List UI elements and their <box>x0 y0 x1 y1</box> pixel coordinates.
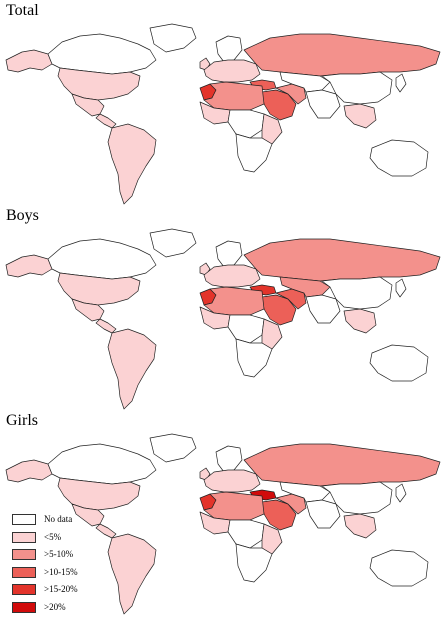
legend-label: >5-10% <box>44 549 74 559</box>
region-japan <box>395 73 407 93</box>
region-usa <box>57 477 141 511</box>
region-south-america <box>107 123 157 205</box>
region-south-asia <box>305 499 341 529</box>
region-russia <box>243 443 441 487</box>
region-canada <box>47 33 157 75</box>
legend-item: No data <box>12 512 132 530</box>
region-middle-east <box>261 499 297 531</box>
legend-label: >10-15% <box>44 566 78 577</box>
region-japan <box>395 483 407 503</box>
region-central-africa <box>227 109 265 139</box>
world-map-total <box>5 23 441 205</box>
map-panel-girls: Girls <box>0 410 447 616</box>
region-europe <box>203 59 261 83</box>
region-scandinavia <box>215 240 243 268</box>
region-canada <box>47 238 157 280</box>
region-usa <box>57 67 141 101</box>
region-greenland <box>149 228 197 258</box>
region-south-asia <box>305 294 341 324</box>
legend-swatch <box>12 514 36 525</box>
region-central-america <box>95 113 117 129</box>
legend-swatch <box>12 531 36 543</box>
region-central-africa <box>227 314 265 344</box>
region-north-africa <box>203 81 265 111</box>
region-middle-east <box>261 294 297 326</box>
region-south-asia <box>305 89 341 119</box>
region-north-africa <box>203 491 265 521</box>
region-greenland <box>149 433 197 463</box>
map-legend: No data <5% >5-10% >10-15% >15-20% >20% <box>12 512 132 617</box>
region-europe <box>203 264 261 288</box>
legend-item: >15-20% <box>12 582 132 600</box>
legend-label: No data <box>44 514 73 524</box>
legend-item: >10-15% <box>12 565 132 583</box>
panel-title: Boys <box>6 207 39 224</box>
region-australia <box>369 344 429 382</box>
region-japan <box>395 278 407 298</box>
legend-item: >20% <box>12 600 132 618</box>
region-usa <box>57 272 141 306</box>
region-scandinavia <box>215 445 243 473</box>
legend-swatch <box>12 601 36 613</box>
legend-label: >15-20% <box>44 584 78 594</box>
region-china <box>321 276 393 310</box>
region-southeast-asia <box>343 513 377 539</box>
region-north-africa <box>203 286 265 316</box>
region-south-africa <box>235 338 273 378</box>
region-greenland <box>149 23 197 53</box>
world-map-girls <box>5 433 441 615</box>
panel-title: Girls <box>6 412 38 429</box>
panel-title: Total <box>6 2 39 19</box>
region-alaska <box>5 254 53 278</box>
region-alaska <box>5 49 53 73</box>
map-panel-total: Total <box>0 0 447 205</box>
world-map-boys <box>5 228 441 410</box>
region-europe <box>203 469 261 493</box>
region-russia <box>243 33 441 77</box>
map-panel-boys: Boys <box>0 205 447 410</box>
region-alaska <box>5 459 53 483</box>
region-china <box>321 481 393 515</box>
region-south-africa <box>235 133 273 173</box>
legend-swatch <box>12 566 36 578</box>
region-southeast-asia <box>343 103 377 129</box>
region-russia <box>243 238 441 282</box>
region-middle-east <box>261 89 297 121</box>
region-australia <box>369 139 429 177</box>
legend-label: <5% <box>44 531 62 542</box>
legend-swatch <box>12 584 36 595</box>
region-south-america <box>107 533 157 615</box>
legend-swatch <box>12 549 36 560</box>
region-scandinavia <box>215 35 243 63</box>
region-china <box>321 71 393 105</box>
region-southeast-asia <box>343 308 377 334</box>
legend-label: >20% <box>44 601 66 612</box>
region-south-africa <box>235 543 273 583</box>
legend-item: <5% <box>12 530 132 548</box>
region-central-africa <box>227 519 265 549</box>
region-canada <box>47 443 157 485</box>
region-south-america <box>107 328 157 410</box>
legend-item: >5-10% <box>12 547 132 565</box>
region-central-america <box>95 318 117 334</box>
region-australia <box>369 549 429 587</box>
